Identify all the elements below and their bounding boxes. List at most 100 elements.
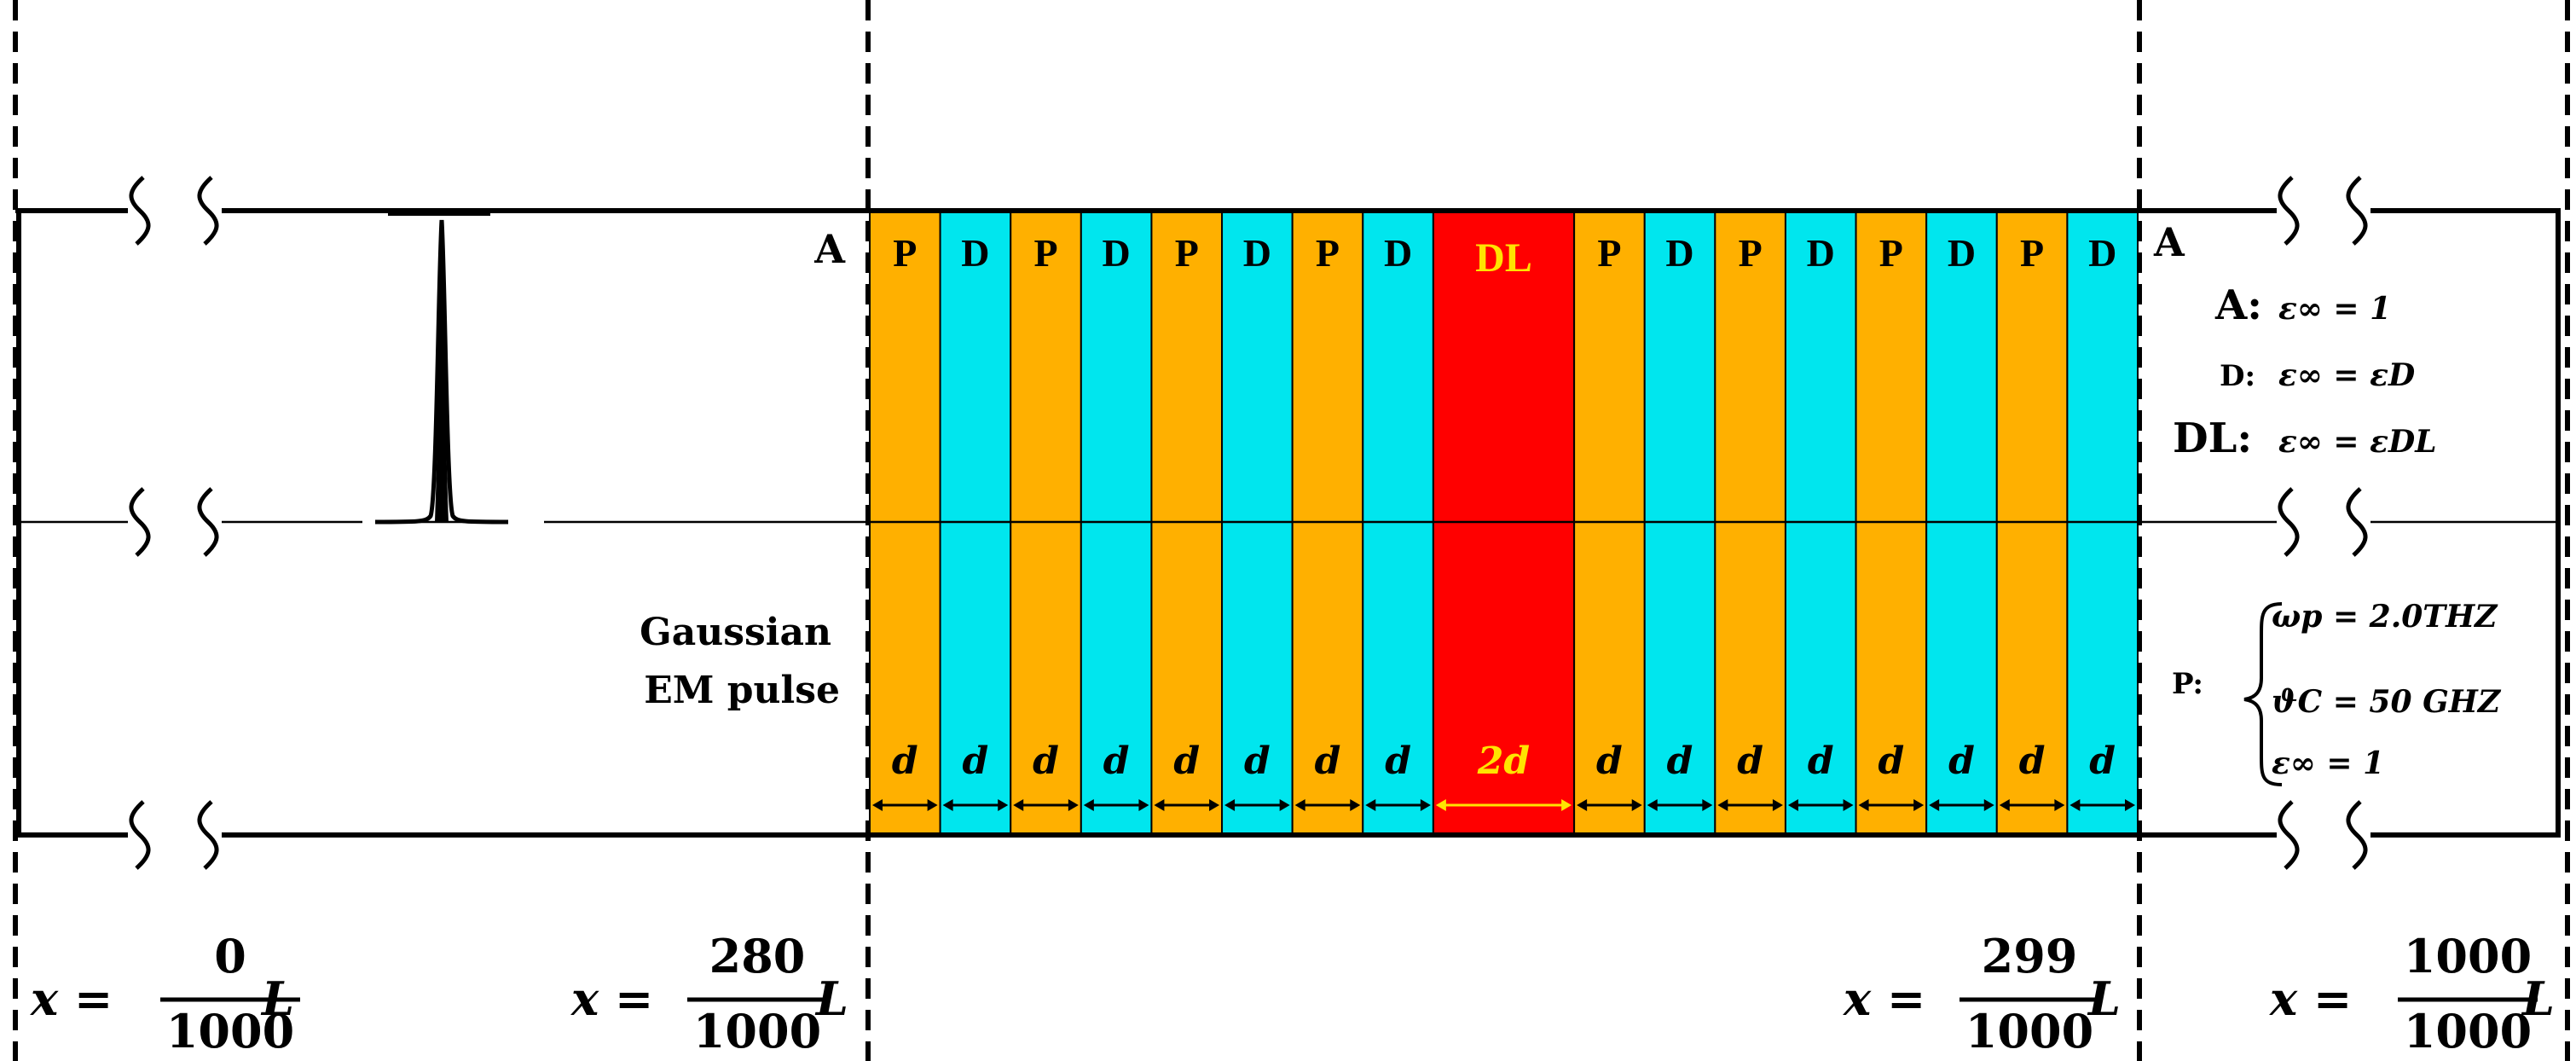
width-arrow-head	[1929, 799, 1940, 811]
width-arrow-head	[1209, 799, 1220, 811]
width-arrow-head	[1083, 799, 1094, 811]
layer-width-label: d	[2019, 739, 2046, 783]
width-arrow-head	[1772, 799, 1783, 811]
layer-label: D	[1807, 231, 1835, 275]
formula-numerator: 1000	[2404, 929, 2532, 983]
width-arrow-head	[1294, 799, 1305, 811]
width-arrow-head	[1224, 799, 1236, 811]
legend-p-key: P:	[2172, 667, 2203, 701]
width-arrow-head	[942, 799, 953, 811]
layer-label: D	[1243, 231, 1271, 275]
layer-label: P	[1316, 231, 1340, 275]
layer-width-label: 2d	[1477, 739, 1530, 783]
layer-label: P	[1597, 231, 1621, 275]
formula-rhs: L	[260, 971, 294, 1026]
width-arrow-head	[1913, 799, 1925, 811]
layer-width-label: d	[1596, 739, 1623, 783]
formula-lhs: x =	[1843, 971, 1925, 1026]
layer-width-label: d	[1173, 739, 1200, 783]
layer-label: P	[893, 231, 917, 275]
break-symbol	[129, 176, 151, 246]
layer-label: D	[1103, 231, 1131, 275]
formula-lhs: x =	[2269, 971, 2352, 1026]
region-left-label: A	[813, 226, 846, 272]
width-arrow-head	[1631, 799, 1642, 811]
width-arrow-head	[1702, 799, 1713, 811]
pulse-label-line2: EM pulse	[644, 669, 840, 712]
layer-width-label: d	[1667, 739, 1693, 783]
break-symbol	[197, 800, 219, 870]
width-arrow-head	[1647, 799, 1658, 811]
layer-width-label: d	[1244, 739, 1271, 783]
legend-dl-key: DL:	[2173, 415, 2252, 462]
layer-width-label: d	[1878, 739, 1904, 783]
break-symbol	[2278, 487, 2300, 557]
formula-rhs: L	[2521, 971, 2555, 1026]
legend-dl-eq: ε∞ = εDL	[2278, 424, 2437, 460]
layer-label: D	[1948, 231, 1976, 275]
layer-label: D	[1665, 231, 1693, 275]
formula-lhs: x =	[30, 971, 113, 1026]
width-arrow-head	[1068, 799, 1079, 811]
layer-label: P	[1033, 231, 1057, 275]
material-legend: A: ε∞ = 1 D: ε∞ = εD DL: ε∞ = εDL P: ωp …	[2172, 281, 2502, 786]
formula-denominator: 1000	[1965, 1004, 2093, 1058]
width-arrow-head	[872, 799, 883, 811]
break-symbol	[197, 176, 219, 246]
width-arrow-head	[927, 799, 938, 811]
legend-d-key: D:	[2220, 359, 2255, 393]
region-right-label: A	[2153, 219, 2185, 265]
legend-p-line3: ε∞ = 1	[2272, 745, 2384, 781]
width-arrow-head	[1858, 799, 1869, 811]
width-arrow-head	[1154, 799, 1165, 811]
gaussian-pulse-core	[435, 220, 449, 522]
layer-width-label: d	[1737, 739, 1763, 783]
layer-width-label: d	[1103, 739, 1130, 783]
layer-label: DL	[1475, 235, 1532, 281]
layer-width-label: d	[963, 739, 989, 783]
formula-lhs: x =	[570, 971, 653, 1026]
break-symbol	[129, 487, 151, 557]
gaussian-pulse	[374, 212, 509, 525]
width-arrow-head	[1138, 799, 1149, 811]
legend-p-brace	[2243, 602, 2283, 786]
layer-label: D	[961, 231, 989, 275]
width-arrow-head	[1420, 799, 1431, 811]
formula-rhs: L	[814, 971, 848, 1026]
layer-width-label: d	[1385, 739, 1411, 783]
width-arrow-head	[1787, 799, 1798, 811]
break-symbol	[129, 800, 151, 870]
formula-denominator: 1000	[693, 1004, 821, 1058]
width-arrow-head	[1365, 799, 1376, 811]
width-arrow-head	[1577, 799, 1588, 811]
width-arrow-head	[2125, 799, 2135, 811]
break-symbol	[2278, 800, 2300, 870]
pulse-label-line1: Gaussian	[640, 611, 831, 654]
width-arrow-head	[1983, 799, 1994, 811]
formula-rhs: L	[2087, 971, 2121, 1026]
width-arrow-head	[1843, 799, 1854, 811]
width-arrow-head	[2054, 799, 2065, 811]
legend-p-line2: ϑC = 50 GHZ	[2272, 684, 2502, 720]
layer-width-label: d	[1948, 739, 1975, 783]
break-symbol	[2346, 176, 2368, 246]
legend-a-eq: ε∞ = 1	[2278, 291, 2391, 327]
formula-numerator: 0	[214, 929, 246, 983]
width-arrow-head	[1013, 799, 1024, 811]
width-arrow-head	[1999, 799, 2010, 811]
width-arrow-head	[2069, 799, 2081, 811]
legend-a-key: A:	[2214, 281, 2262, 329]
layer-width-label: d	[1033, 739, 1059, 783]
legend-d-eq: ε∞ = εD	[2278, 357, 2415, 393]
break-symbol	[2278, 176, 2300, 246]
layer-width-label: d	[892, 739, 918, 783]
break-symbol	[197, 487, 219, 557]
layer-label: P	[1175, 231, 1199, 275]
layer-label: D	[2088, 231, 2116, 275]
